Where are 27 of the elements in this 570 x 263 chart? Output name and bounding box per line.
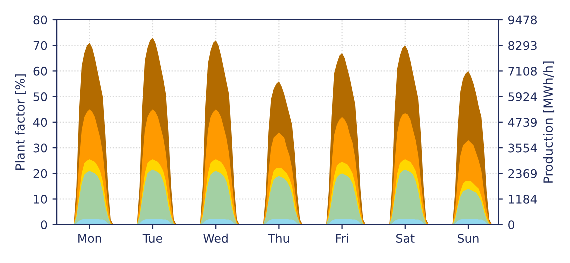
y-tick-label: 10 bbox=[34, 194, 48, 204]
x-tick-label: Sat bbox=[396, 234, 415, 244]
x-tick-label: Sun bbox=[458, 234, 479, 244]
y-tick-label: 40 bbox=[34, 118, 48, 128]
y-tick-label: 0 bbox=[41, 220, 48, 230]
y2-tick-label: 7108 bbox=[508, 66, 538, 76]
x-tick-label: Tue bbox=[142, 234, 162, 244]
y-tick-label: 30 bbox=[34, 144, 48, 153]
y2-tick-label: 8293 bbox=[508, 41, 537, 50]
y2-tick-label: 0 bbox=[508, 220, 515, 230]
x-tick-label: Mon bbox=[78, 234, 102, 244]
y2-tick-label: 9478 bbox=[508, 16, 538, 25]
y-tick-label: 80 bbox=[34, 16, 48, 25]
y-tick-label: 20 bbox=[34, 169, 48, 178]
y-tick-label: 60 bbox=[34, 66, 48, 76]
y2-tick-label: 4739 bbox=[508, 118, 537, 128]
y-axis-title: Plant factor [%] bbox=[15, 74, 26, 170]
x-tick-label: Wed bbox=[204, 234, 228, 244]
y-tick-label: 50 bbox=[34, 92, 48, 102]
y2-tick-label: 2369 bbox=[508, 169, 537, 178]
y-tick-label: 70 bbox=[34, 41, 48, 50]
y2-tick-label: 3554 bbox=[508, 144, 538, 153]
y2-axis-title: Production [MWh/h] bbox=[543, 62, 555, 183]
x-tick-label: Fri bbox=[336, 234, 348, 243]
x-tick-label: Thu bbox=[268, 234, 290, 244]
y2-tick-label: 1184 bbox=[509, 194, 538, 204]
y2-tick-label: 5924 bbox=[508, 92, 538, 102]
